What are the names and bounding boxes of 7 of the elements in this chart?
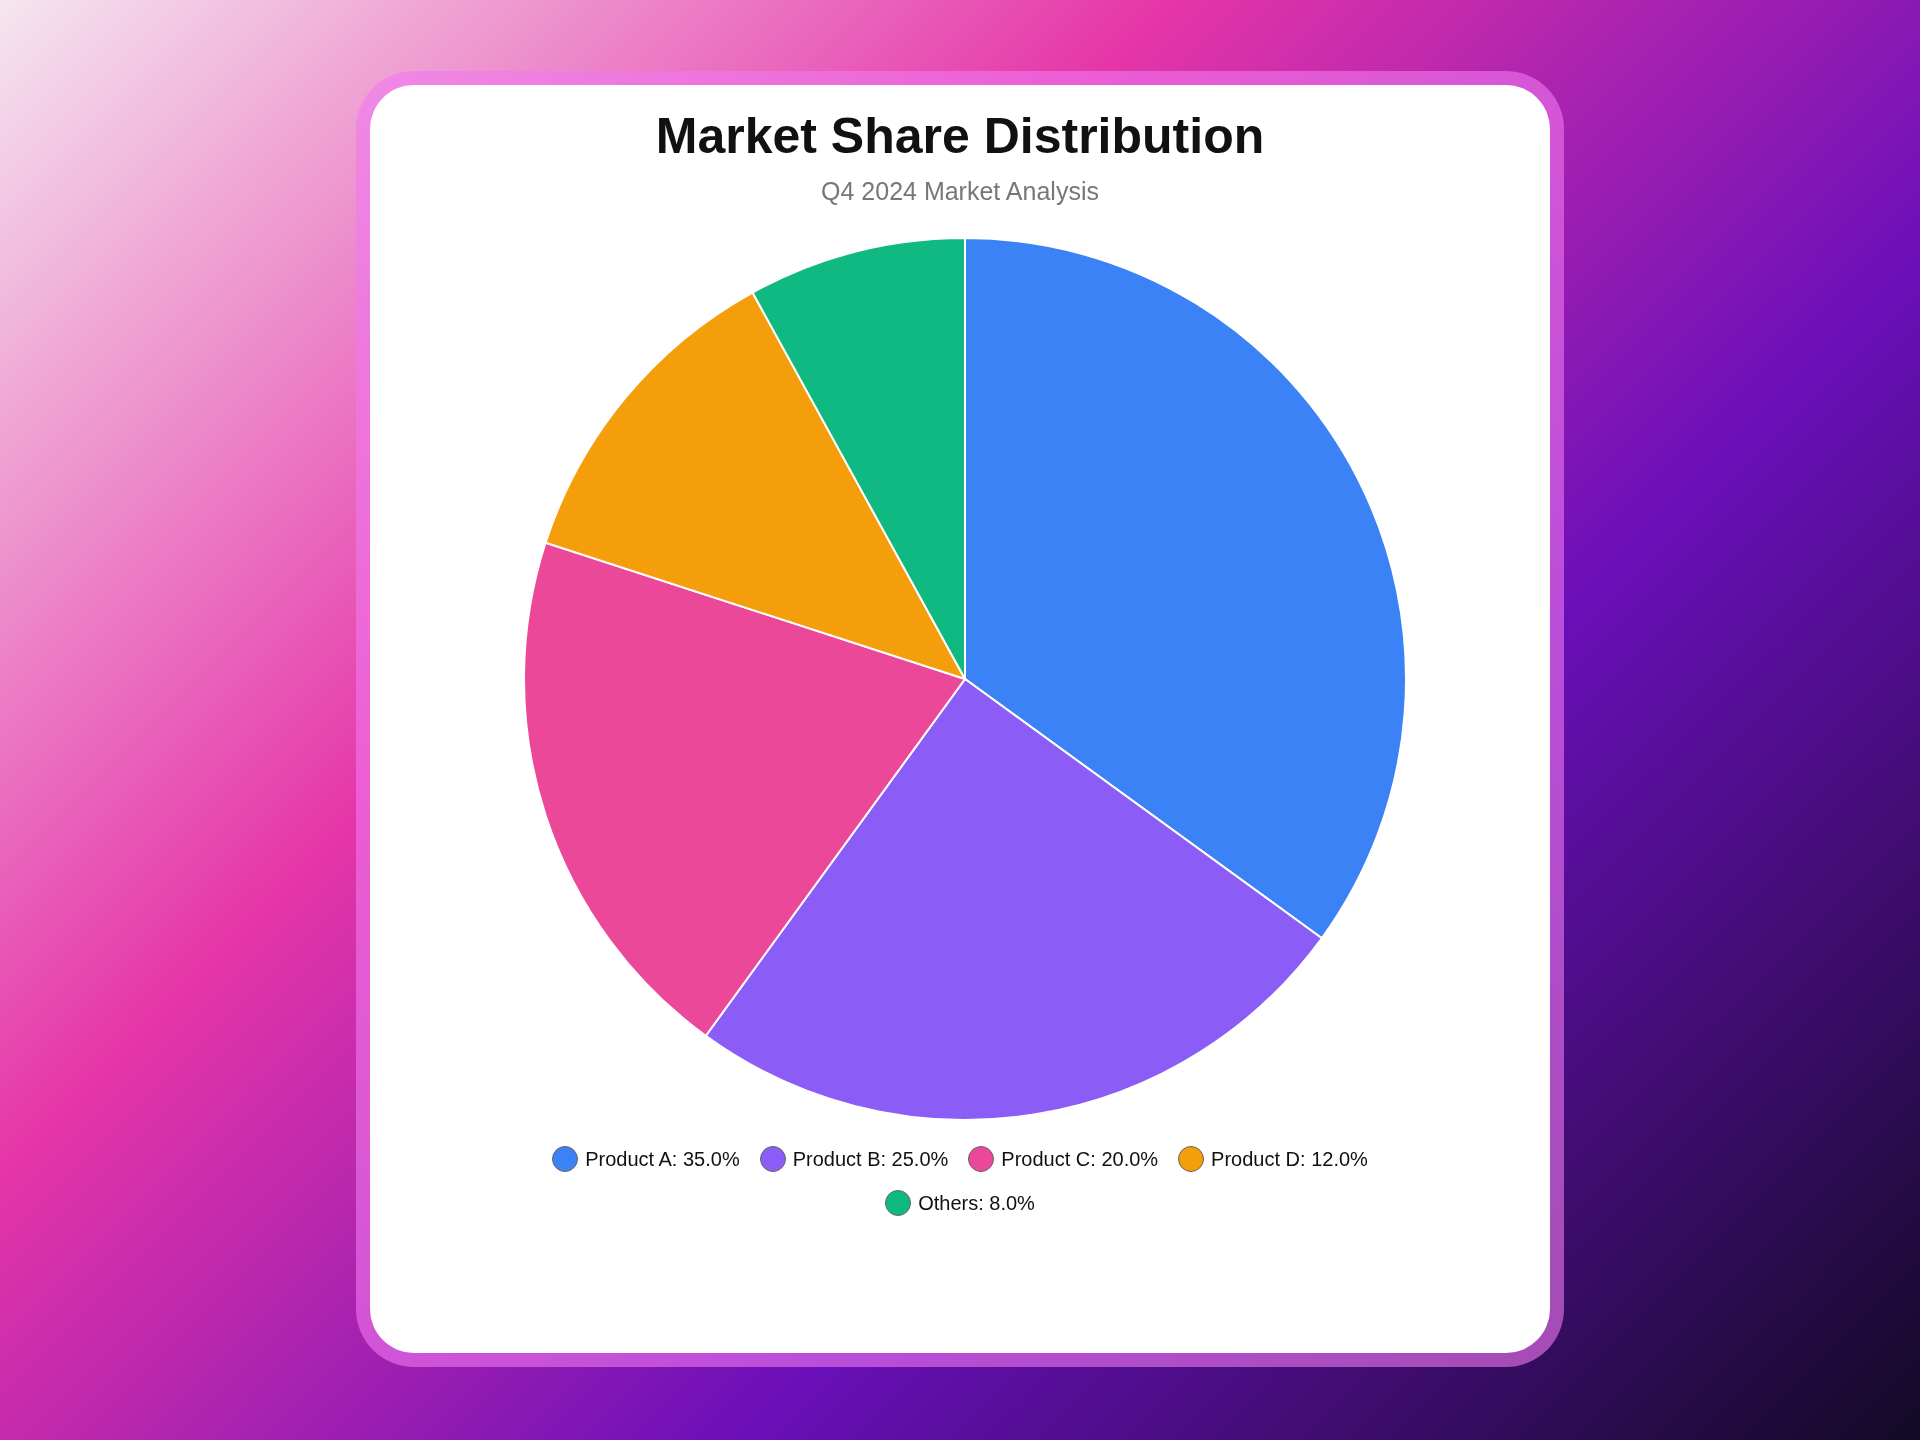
legend-label: Others: 8.0%: [918, 1191, 1035, 1215]
legend-label: Product C: 20.0%: [1001, 1147, 1159, 1171]
legend-label: Product A: 35.0%: [585, 1147, 740, 1171]
chart-title: Market Share Distribution: [654, 107, 1266, 165]
chart-subtitle: Q4 2024 Market Analysis: [820, 177, 1100, 206]
legend-label: Product D: 12.0%: [1211, 1147, 1368, 1171]
legend-label: Product B: 25.0%: [792, 1147, 949, 1171]
